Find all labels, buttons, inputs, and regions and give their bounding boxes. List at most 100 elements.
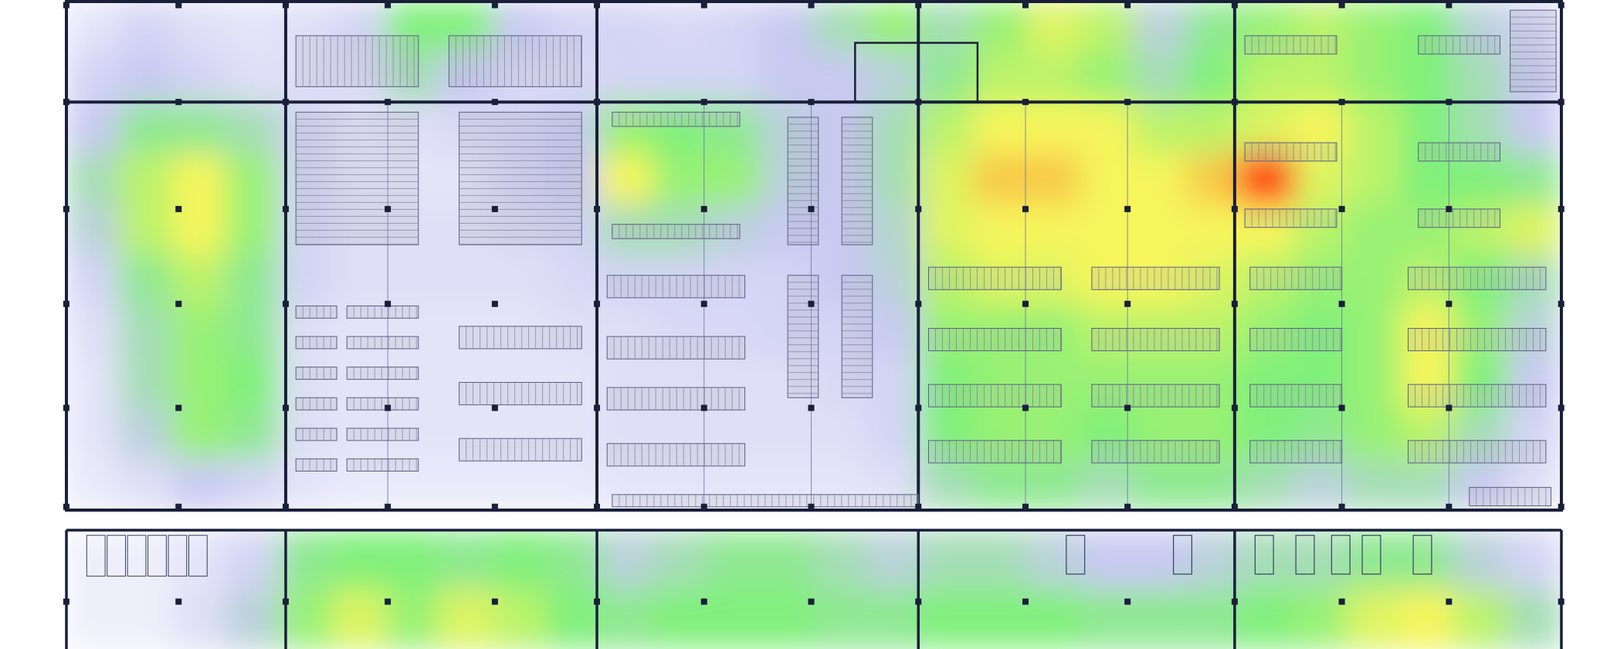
rack-slot bbox=[330, 336, 332, 350]
rack-slot bbox=[1480, 142, 1482, 162]
rack-slot bbox=[409, 397, 411, 411]
rack-slot bbox=[962, 384, 964, 407]
column bbox=[1338, 504, 1346, 511]
heat-cell bbox=[118, 255, 174, 309]
rack-slot bbox=[792, 494, 794, 508]
heat-cell bbox=[866, 407, 922, 461]
rack-slot bbox=[711, 336, 712, 360]
rack-slot bbox=[841, 379, 873, 380]
rack-slot bbox=[479, 326, 481, 350]
rack-slot bbox=[416, 305, 417, 319]
rack-slot bbox=[787, 316, 819, 318]
heat-cell bbox=[386, 589, 441, 649]
column bbox=[593, 206, 600, 213]
rack-slot bbox=[538, 35, 540, 87]
rack-slot bbox=[1046, 384, 1048, 407]
rack-slot bbox=[576, 383, 578, 406]
rack-slot bbox=[949, 384, 950, 407]
rack-slot bbox=[690, 275, 692, 299]
rack-slot bbox=[1332, 384, 1334, 407]
rack bbox=[448, 35, 582, 87]
rack-slot bbox=[1510, 86, 1556, 88]
rack-slot bbox=[1291, 440, 1292, 464]
rack-slot bbox=[459, 132, 583, 134]
heat-cell bbox=[972, 153, 1028, 207]
rack-slot bbox=[1018, 440, 1020, 464]
heat-cell bbox=[1454, 530, 1509, 591]
rack-slot bbox=[1466, 35, 1468, 55]
rack-slot bbox=[841, 386, 873, 387]
heat-cell bbox=[225, 51, 281, 105]
rack-slot bbox=[841, 234, 873, 236]
column bbox=[1445, 301, 1452, 308]
column bbox=[175, 206, 182, 213]
column bbox=[1124, 301, 1131, 308]
heat-cell bbox=[1346, 356, 1402, 410]
rack-slot bbox=[309, 459, 311, 472]
rack-slot bbox=[983, 384, 985, 407]
rack-slot bbox=[990, 328, 992, 351]
rack-slot bbox=[302, 459, 304, 472]
rack-slot bbox=[833, 494, 835, 508]
rack-slot bbox=[367, 428, 369, 441]
rack-slot bbox=[688, 111, 689, 126]
rack-slot bbox=[1132, 440, 1134, 464]
heat-cell bbox=[1400, 530, 1456, 591]
column bbox=[915, 206, 922, 213]
rack-slot bbox=[787, 330, 819, 332]
heat-cell bbox=[1080, 102, 1136, 156]
rack-outline bbox=[606, 275, 745, 299]
heat-cell bbox=[759, 407, 815, 461]
heat-cell bbox=[919, 153, 975, 207]
heat-cell bbox=[225, 589, 281, 649]
rack-slot bbox=[402, 305, 404, 319]
rack-slot bbox=[725, 387, 726, 411]
rack-slot bbox=[1160, 384, 1162, 407]
rack-slot bbox=[1118, 267, 1120, 290]
rack-slot bbox=[353, 367, 355, 380]
rack-slot bbox=[841, 337, 873, 339]
heat-cell bbox=[759, 589, 815, 649]
rack-slot bbox=[1494, 142, 1495, 162]
rack-slot bbox=[1174, 384, 1176, 407]
rack bbox=[1244, 142, 1337, 162]
heat-cell bbox=[118, 589, 174, 649]
rack-slot bbox=[1449, 267, 1451, 290]
rack-slot bbox=[976, 328, 978, 351]
rack-slot bbox=[388, 336, 390, 350]
rack-slot bbox=[841, 344, 873, 346]
rack-slot bbox=[653, 494, 655, 508]
rack bbox=[1250, 440, 1343, 464]
rack-slot bbox=[648, 336, 650, 360]
rack-slot bbox=[715, 494, 717, 508]
rack-slot bbox=[787, 172, 819, 173]
rack-slot bbox=[787, 220, 819, 222]
rack-slot bbox=[1298, 267, 1299, 290]
column bbox=[1231, 405, 1238, 412]
rack-slot bbox=[955, 267, 957, 290]
rack-slot bbox=[787, 179, 819, 180]
column bbox=[1338, 206, 1346, 213]
rack-slot bbox=[295, 118, 419, 120]
rack-slot bbox=[690, 336, 692, 360]
rack-slot bbox=[653, 224, 655, 239]
rack-outline bbox=[1091, 440, 1220, 464]
rack-slot bbox=[841, 123, 873, 125]
rack-outline bbox=[1408, 440, 1546, 464]
rack-slot bbox=[323, 459, 325, 472]
rack-slot bbox=[697, 387, 699, 411]
rack-slot bbox=[1270, 267, 1272, 290]
heat-cell bbox=[813, 407, 868, 461]
heat-cell bbox=[225, 255, 281, 309]
rack-slot bbox=[1272, 142, 1274, 162]
heat-cell bbox=[332, 530, 388, 591]
heat-cell bbox=[545, 530, 601, 591]
rack-slot bbox=[1414, 440, 1416, 464]
rack-slot bbox=[1318, 328, 1320, 351]
rack-slot bbox=[1146, 267, 1148, 290]
rack-slot bbox=[493, 326, 495, 350]
rack-slot bbox=[295, 160, 419, 162]
rack-slot bbox=[542, 383, 543, 406]
rack-slot bbox=[861, 494, 863, 508]
rack-slot bbox=[309, 397, 311, 411]
